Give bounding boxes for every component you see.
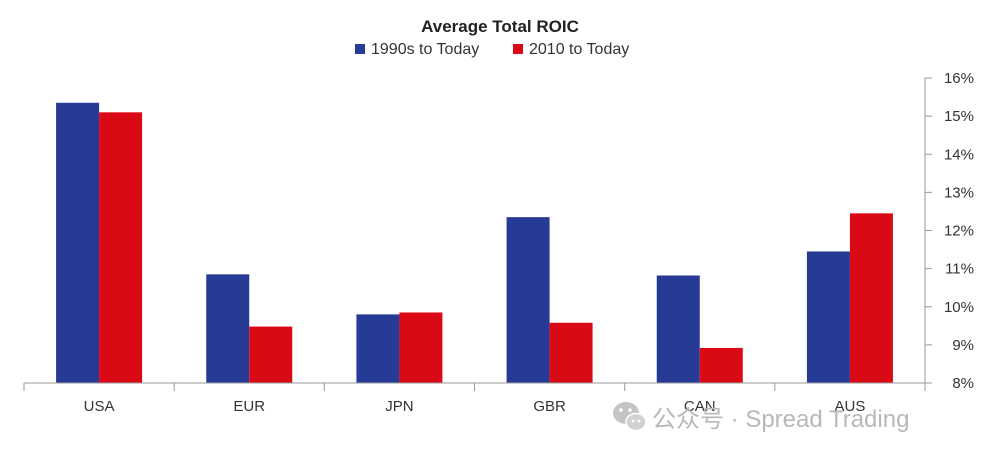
y-tick-label: 8% (952, 375, 974, 392)
bar-usa-series-1 (56, 102, 100, 383)
legend: 1990s to Today 2010 to Today (355, 41, 629, 58)
y-tick-label: 14% (944, 146, 974, 163)
x-tick-label-aus: AUS (834, 398, 865, 415)
legend-swatch-2 (513, 44, 523, 54)
legend-label-2: 2010 to Today (529, 41, 629, 58)
bar-jpn-series-2 (399, 312, 443, 383)
y-tick-label: 10% (944, 299, 974, 316)
y-tick-label: 15% (944, 108, 974, 125)
bar-aus-series-1 (806, 251, 850, 383)
y-tick-label: 13% (944, 184, 974, 201)
x-tick-label-can: CAN (684, 398, 716, 415)
watermark: 公众号 · Spread Trading (613, 402, 909, 433)
axes: USA EUR JPN GBR CAN AUS 8% 9% 10% 11% 12% 13% 14% 15%… (23, 70, 974, 415)
watermark-text: 公众号 · Spread Trading (652, 406, 909, 433)
x-tick-label-usa: USA (84, 398, 115, 415)
y-tick-label: 9% (952, 337, 974, 354)
bar-usa-series-2 (99, 112, 143, 383)
bar-aus-series-2 (849, 213, 893, 383)
x-tick-label-jpn: JPN (385, 398, 413, 415)
bar-jpn-series-1 (356, 314, 400, 383)
bar-gbr-series-1 (506, 217, 550, 383)
chart-title: Average Total ROIC (421, 17, 579, 36)
bar-gbr-series-2 (549, 322, 593, 383)
y-tick-label: 12% (944, 223, 974, 240)
y-tick-label: 11% (945, 261, 974, 278)
bar-can-series-2 (699, 347, 743, 383)
y-tick-label: 16% (944, 70, 974, 87)
legend-swatch-1 (355, 44, 365, 54)
bar-eur-series-2 (249, 326, 293, 383)
bars (56, 102, 893, 383)
wechat-icon (613, 402, 647, 432)
bar-can-series-1 (656, 275, 700, 383)
x-tick-label-gbr: GBR (533, 398, 566, 415)
bar-eur-series-1 (206, 274, 250, 383)
legend-label-1: 1990s to Today (371, 41, 479, 58)
x-tick-label-eur: EUR (233, 398, 265, 415)
